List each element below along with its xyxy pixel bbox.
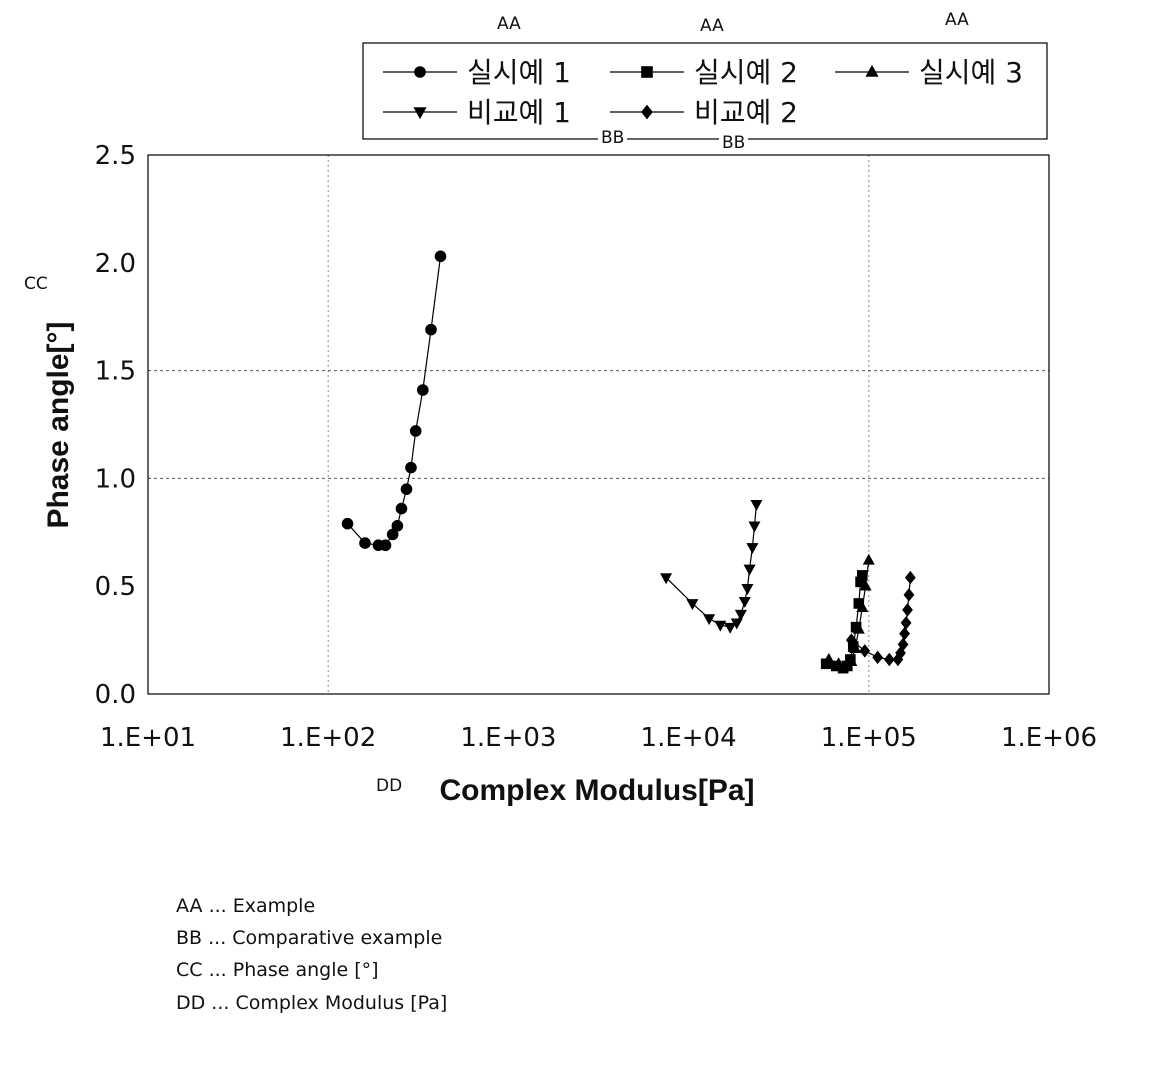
legend-box	[362, 42, 1048, 140]
y-tick-label: 2.5	[95, 141, 136, 171]
series-4-line	[665, 504, 758, 628]
series-4-point	[703, 614, 716, 626]
x-tick-label: 1.E+05	[821, 723, 917, 753]
series-5-point	[899, 626, 910, 641]
legend-swatch-marker	[413, 107, 427, 120]
series-4-point	[750, 499, 763, 511]
annotation-ylabel-tag: CC	[24, 274, 48, 294]
legend-swatch-marker	[865, 64, 879, 77]
series-5-point	[903, 588, 915, 602]
series-3-point	[859, 579, 872, 591]
series-3-point	[852, 622, 865, 634]
y-tick-label: 0.5	[95, 572, 136, 602]
series-3-point	[856, 601, 869, 613]
series-3-point	[832, 657, 845, 669]
series-4	[660, 499, 763, 634]
legend-swatch-marker	[414, 66, 426, 78]
annotation-example-tag-1: AA	[497, 14, 521, 34]
legend-item-4: 비교예 1	[383, 96, 571, 129]
series-5-point	[883, 652, 895, 667]
series-1-point	[417, 384, 429, 396]
annotation-comparative-tag-1: BB	[598, 128, 628, 148]
series-5-point	[859, 644, 871, 658]
x-tick-label: 1.E+02	[280, 723, 376, 753]
key-line-complex-modulus: DD ... Complex Modulus [Pa]	[176, 992, 448, 1014]
series-1-point	[359, 537, 371, 549]
series-5-point	[872, 650, 884, 665]
legend-label: 비교예 1	[467, 96, 571, 129]
series-5-point	[904, 570, 916, 585]
series-1-point	[379, 539, 392, 552]
series-5-point	[897, 637, 909, 652]
series-4-point	[741, 584, 754, 595]
series-3-point	[822, 652, 835, 664]
series-3	[822, 553, 875, 671]
series-1-point	[434, 250, 447, 263]
legend: 실시예 1 실시예 2 실시예 3 비교예 1 비교예 2	[362, 42, 1048, 140]
legend-item-5: 비교예 2	[610, 96, 798, 129]
legend-swatch-marker	[641, 66, 653, 78]
legend-item-1: 실시예 1	[383, 56, 571, 89]
annotation-xlabel-tag: DD	[376, 776, 403, 796]
y-tick-label: 1.0	[95, 464, 136, 494]
legend-label: 실시예 2	[694, 56, 798, 89]
x-tick-label: 1.E+04	[641, 723, 737, 753]
series-1-line	[347, 256, 442, 546]
axis-layer: 1.E+01 1.E+02 1.E+03 1.E+04 1.E+05 1.E+06 0.0 0…	[95, 141, 1097, 753]
series-1-point	[400, 483, 413, 495]
series-5-point	[900, 616, 912, 630]
series-1-point	[341, 517, 354, 530]
key-line-phase-angle: CC ... Phase angle [°]	[176, 959, 379, 981]
annotation-example-tag-2: AA	[700, 16, 724, 36]
x-tick-label: 1.E+03	[460, 723, 556, 753]
legend-item-2: 실시예 2	[610, 56, 798, 89]
series-4-point	[746, 543, 759, 555]
series-1	[341, 250, 447, 552]
x-tick-label: 1.E+01	[100, 723, 196, 753]
plot-frame	[147, 154, 1050, 695]
series-1-point	[391, 520, 404, 532]
series-4-point	[734, 609, 747, 621]
x-axis-label: Complex Modulus[Pa]	[439, 774, 754, 807]
legend-label: 비교예 2	[694, 96, 798, 129]
series-4-point	[686, 599, 699, 611]
legend-label: 실시예 1	[467, 56, 571, 89]
series-1-point	[409, 425, 422, 437]
series-4-point	[714, 620, 727, 632]
key-line-comparative: BB ... Comparative example	[176, 927, 443, 949]
series-3-point	[849, 642, 862, 654]
annotation-comparative-tag-2: BB	[719, 133, 749, 153]
series-5-point	[902, 603, 913, 617]
y-tick-label: 0.0	[95, 680, 136, 710]
series-4-point	[743, 564, 756, 576]
annotation-example-tag-3: AA	[945, 10, 969, 30]
y-axis-label: Phase angle[°]	[42, 321, 75, 528]
series-2-point	[856, 570, 868, 581]
series-2-line	[826, 575, 863, 669]
series-4-point	[730, 618, 743, 630]
key-line-example: AA ... Example	[176, 895, 316, 917]
y-tick-label: 2.0	[95, 249, 136, 279]
x-tick-label: 1.E+06	[1001, 723, 1097, 753]
series-5-point	[845, 633, 857, 647]
legend-swatch-marker	[641, 104, 653, 120]
series-3-point	[845, 655, 858, 666]
series-4-point	[738, 596, 751, 608]
series-layer	[341, 250, 916, 674]
legend-label: 실시예 3	[919, 56, 1023, 89]
y-tick-label: 1.5	[95, 357, 136, 387]
series-5	[845, 570, 916, 667]
series-1-point	[395, 502, 408, 515]
series-4-point	[660, 573, 673, 585]
grid-layer	[148, 155, 1049, 694]
series-1-point	[425, 323, 437, 336]
series-3-point	[862, 553, 875, 565]
series-4-point	[748, 521, 761, 533]
series-4-point	[724, 622, 737, 634]
legend-item-3: 실시예 3	[835, 56, 1023, 89]
series-1-point	[405, 461, 417, 474]
